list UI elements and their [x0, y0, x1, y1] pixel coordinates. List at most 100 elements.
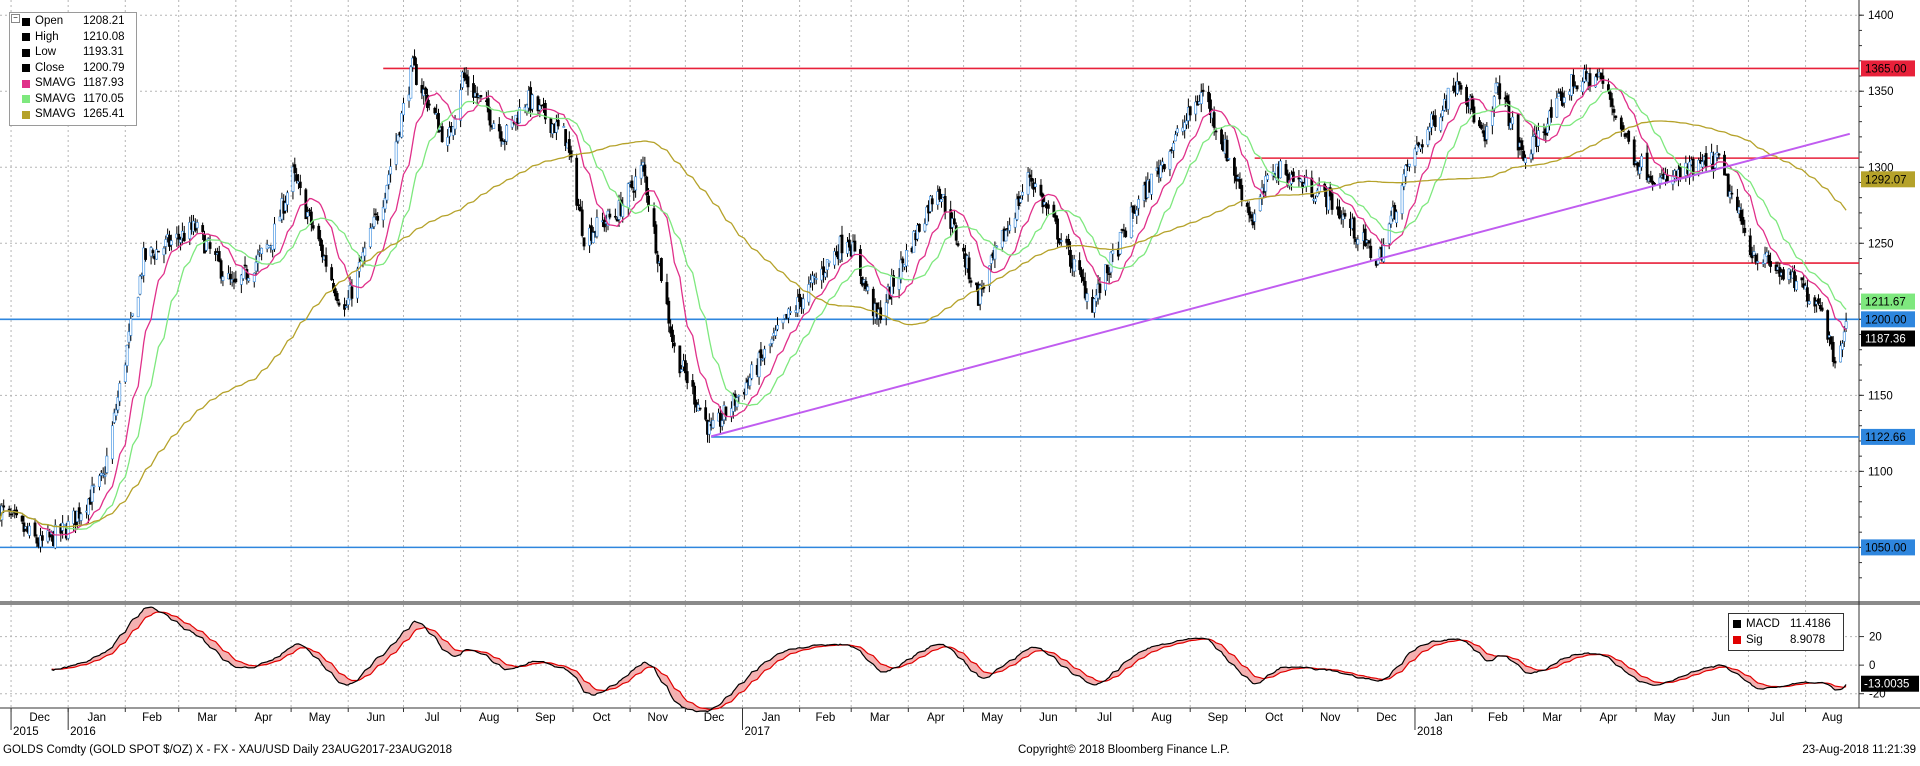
candle-body [53, 524, 57, 549]
candle-body [770, 338, 774, 344]
candle-body [90, 485, 94, 502]
candle-body [1201, 89, 1205, 92]
candle-body [440, 126, 444, 142]
value-tag [1861, 428, 1915, 445]
candle-body [87, 498, 90, 515]
candle-body [1767, 254, 1771, 263]
candle-body [938, 188, 942, 200]
panel-separator [0, 601, 1920, 605]
candle-body [1623, 133, 1627, 137]
candle-body [967, 257, 971, 280]
candle-body [814, 278, 818, 280]
candle-body [1678, 166, 1682, 179]
x-month-label: Sep [535, 712, 555, 724]
candle-body [1163, 164, 1166, 170]
sma-line-sma_fast [0, 79, 1847, 536]
candle-body [1806, 287, 1809, 302]
candle-body [556, 119, 560, 127]
candle-body [591, 232, 595, 243]
candle-body [1161, 161, 1164, 166]
candle-body [219, 260, 223, 279]
candle-body [182, 232, 186, 242]
x-year-label: 2018 [1417, 726, 1443, 738]
candle-body [293, 164, 297, 174]
candle-body [952, 218, 956, 225]
candle-body [1700, 161, 1704, 168]
candle-body [402, 102, 405, 116]
candle-body [1240, 185, 1244, 201]
candle-body [433, 107, 437, 114]
candle-body [608, 213, 612, 218]
candle-body [245, 269, 249, 280]
candle-body [763, 348, 767, 359]
legend-collapse-icon[interactable]: − [11, 14, 20, 23]
candle-body [459, 89, 463, 121]
candle-body [606, 210, 610, 226]
candle-body [1262, 190, 1266, 193]
candle-body [1168, 151, 1172, 170]
candle-body [1004, 230, 1008, 242]
candle-body [1470, 95, 1474, 110]
candle-body [486, 98, 490, 113]
candle-body [1640, 155, 1643, 168]
candle-body [1441, 110, 1445, 117]
candle-body [116, 397, 120, 411]
candle-body [987, 265, 991, 287]
candle-body [413, 56, 416, 66]
moving-averages [0, 79, 1847, 536]
candle-body [1382, 244, 1386, 262]
candle-body [995, 245, 999, 248]
candle-body [1844, 321, 1848, 329]
candle-body [1111, 250, 1115, 255]
candle-body [1008, 224, 1012, 231]
candle-body [1367, 240, 1371, 244]
value-tag-label: 1211.67 [1865, 297, 1906, 309]
x-month-label: May [981, 712, 1003, 724]
candle-body [201, 225, 205, 232]
candle-body [451, 126, 455, 136]
candle-body [884, 302, 888, 318]
candle-body [1092, 298, 1096, 313]
candle-body [801, 298, 805, 310]
x-year-label: 2017 [744, 726, 770, 738]
legend-swatch [22, 95, 30, 104]
legend-label: Low [35, 46, 57, 58]
candle-body [177, 233, 181, 240]
candle-body [1297, 177, 1301, 180]
candle-body [1417, 142, 1421, 147]
candle-body [1118, 232, 1122, 255]
candle-body [492, 123, 496, 129]
candle-body [575, 157, 579, 206]
x-month-label: Jul [1770, 712, 1785, 724]
candle-body [1494, 82, 1498, 94]
candle-body [157, 250, 160, 253]
candle-body [1842, 331, 1846, 342]
candle-body [123, 364, 127, 383]
candle-body [1524, 157, 1527, 163]
candle-body [346, 297, 350, 305]
macd-value-tag-label: -13.0035 [1864, 679, 1909, 691]
candle-body [1214, 130, 1218, 133]
candle-body [1752, 251, 1756, 256]
x-year-label: 2015 [13, 726, 39, 738]
candle-body [1793, 271, 1796, 289]
legend-label: SMAVG [35, 108, 76, 120]
candle-body [1352, 217, 1356, 239]
price-legend: − Open 1208.21 High 1210.08 Low 1193.31 Close 1… [9, 12, 137, 126]
candle-body [28, 525, 31, 536]
candle-body [812, 276, 816, 279]
candle-body [707, 421, 711, 435]
candle-body [1107, 273, 1111, 275]
candle-body [501, 141, 505, 145]
candle-body [169, 240, 173, 246]
candle-body [1183, 122, 1187, 131]
candle-body [179, 239, 182, 243]
candle-body [969, 280, 973, 283]
candle-body [385, 185, 389, 201]
candle-body [892, 275, 895, 287]
candle-body [63, 524, 66, 526]
candle-body [993, 247, 997, 260]
candle-body [1021, 191, 1024, 196]
candle-body [252, 272, 256, 283]
candle-body [956, 243, 960, 246]
